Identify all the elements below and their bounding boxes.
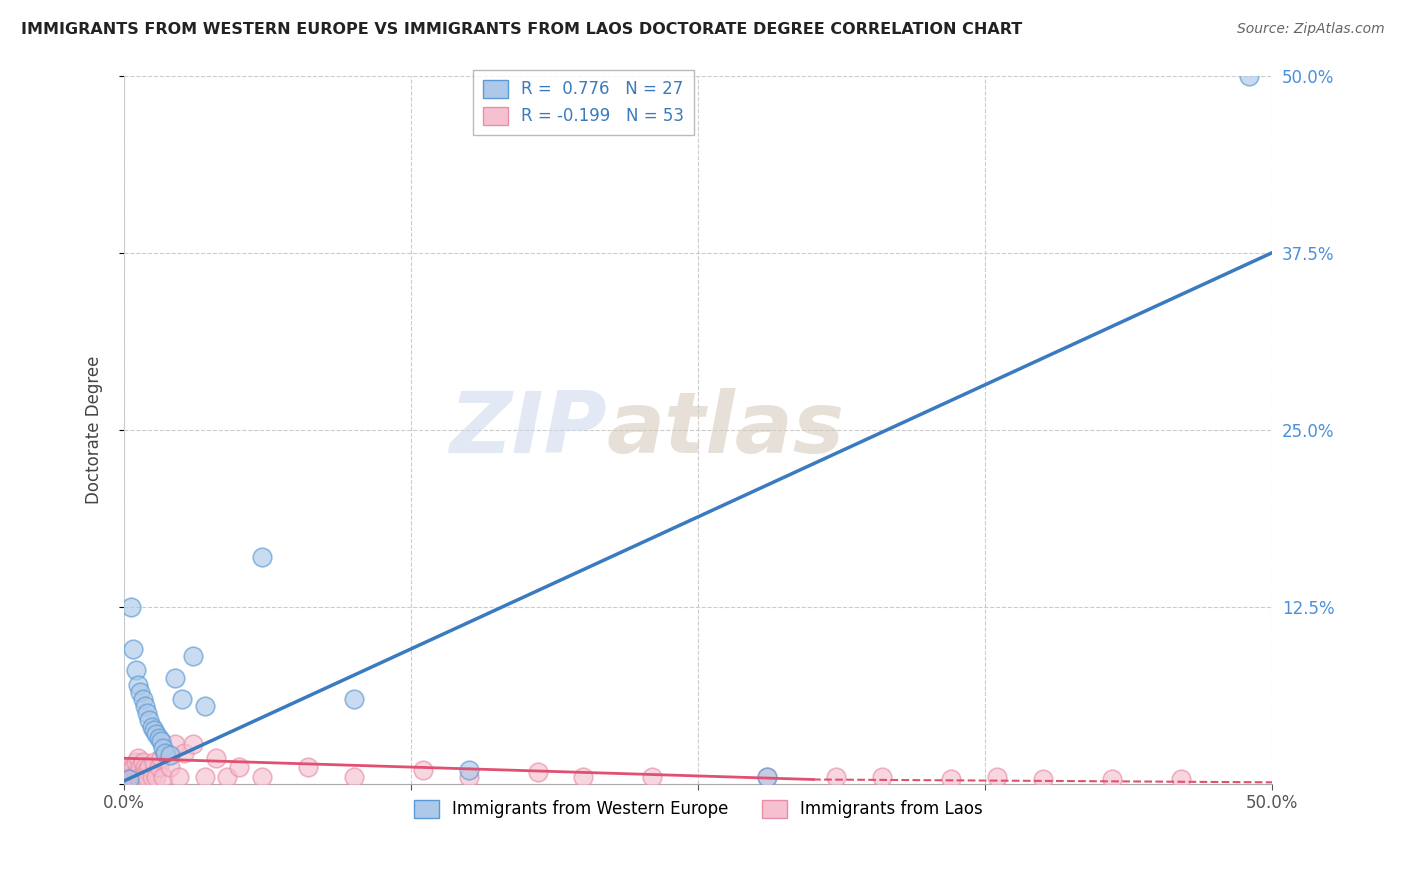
Point	[129, 770, 152, 784]
Point	[870, 770, 893, 784]
Point	[641, 770, 664, 784]
Text: Source: ZipAtlas.com: Source: ZipAtlas.com	[1237, 22, 1385, 37]
Point	[205, 751, 228, 765]
Point	[120, 770, 142, 784]
Point	[138, 760, 160, 774]
Point	[118, 770, 141, 784]
Point	[149, 734, 172, 748]
Point	[173, 746, 195, 760]
Point	[148, 760, 170, 774]
Point	[134, 760, 156, 774]
Point	[1101, 772, 1123, 787]
Point	[343, 691, 366, 706]
Legend: Immigrants from Western Europe, Immigrants from Laos: Immigrants from Western Europe, Immigran…	[408, 793, 990, 825]
Y-axis label: Doctorate Degree: Doctorate Degree	[86, 355, 103, 504]
Point	[526, 765, 548, 780]
Text: atlas: atlas	[606, 388, 845, 471]
Point	[228, 760, 250, 774]
Point	[129, 760, 152, 774]
Point	[343, 770, 366, 784]
Point	[159, 760, 181, 774]
Point	[1170, 772, 1192, 787]
Point	[118, 772, 141, 787]
Point	[127, 770, 149, 784]
Point	[159, 748, 181, 763]
Point	[115, 763, 138, 777]
Point	[181, 737, 204, 751]
Point	[155, 746, 177, 760]
Point	[127, 751, 149, 765]
Point	[131, 756, 153, 770]
Point	[143, 723, 166, 737]
Point	[457, 770, 479, 784]
Point	[124, 756, 146, 770]
Point	[457, 763, 479, 777]
Point	[412, 763, 434, 777]
Point	[136, 706, 159, 720]
Point	[143, 756, 166, 770]
Point	[127, 677, 149, 691]
Point	[134, 770, 156, 784]
Point	[148, 731, 170, 746]
Point	[145, 727, 167, 741]
Point	[572, 770, 595, 784]
Point	[756, 770, 779, 784]
Point	[138, 713, 160, 727]
Point	[129, 684, 152, 698]
Point	[120, 763, 142, 777]
Point	[250, 770, 273, 784]
Point	[297, 760, 319, 774]
Point	[124, 664, 146, 678]
Point	[163, 671, 186, 685]
Point	[163, 737, 186, 751]
Point	[124, 768, 146, 782]
Point	[136, 770, 159, 784]
Point	[825, 770, 848, 784]
Point	[1239, 69, 1261, 83]
Point	[756, 770, 779, 784]
Point	[152, 770, 174, 784]
Point	[939, 772, 962, 787]
Point	[145, 770, 167, 784]
Point	[193, 770, 215, 784]
Point	[134, 698, 156, 713]
Point	[141, 770, 163, 784]
Point	[152, 741, 174, 756]
Point	[120, 599, 142, 614]
Point	[122, 770, 145, 784]
Text: IMMIGRANTS FROM WESTERN EUROPE VS IMMIGRANTS FROM LAOS DOCTORATE DEGREE CORRELAT: IMMIGRANTS FROM WESTERN EUROPE VS IMMIGR…	[21, 22, 1022, 37]
Point	[1032, 772, 1054, 787]
Text: ZIP: ZIP	[449, 388, 606, 471]
Point	[217, 770, 239, 784]
Point	[155, 746, 177, 760]
Point	[167, 770, 190, 784]
Point	[122, 760, 145, 774]
Point	[141, 720, 163, 734]
Point	[131, 691, 153, 706]
Point	[136, 763, 159, 777]
Point	[149, 751, 172, 765]
Point	[122, 642, 145, 657]
Point	[170, 691, 193, 706]
Point	[250, 550, 273, 565]
Point	[118, 760, 141, 774]
Point	[986, 770, 1008, 784]
Point	[131, 770, 153, 784]
Point	[115, 770, 138, 784]
Point	[193, 698, 215, 713]
Point	[181, 649, 204, 664]
